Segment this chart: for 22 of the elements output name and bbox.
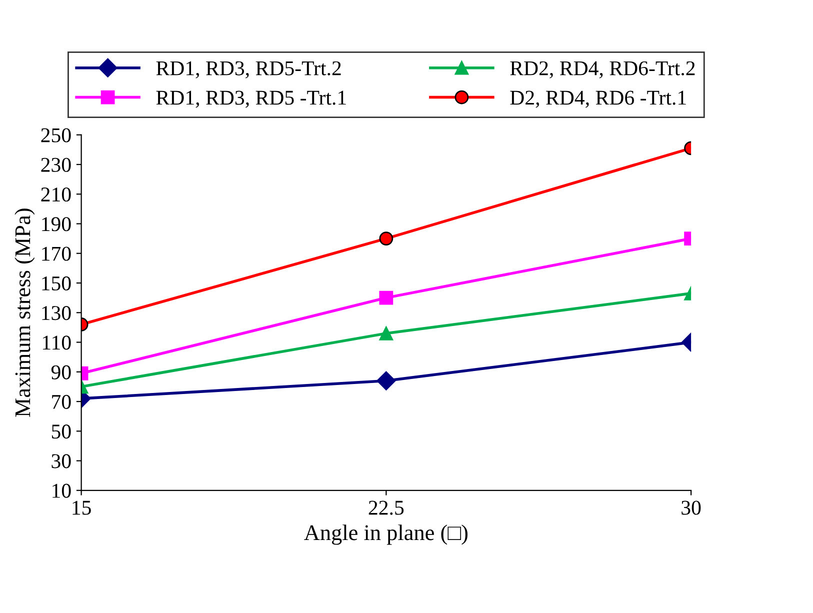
y-axis-title: Maximum stress (MPa) bbox=[14, 208, 35, 417]
y-tick-label: 150 bbox=[42, 276, 71, 290]
x-tick-label: 30 bbox=[682, 500, 701, 515]
legend-label: RD1, RD3, RD5 -Trt.1 bbox=[156, 90, 346, 108]
x-tick-label: 22.5 bbox=[368, 500, 404, 515]
legend-label: RD2, RD4, RD6-Trt.2 bbox=[510, 61, 695, 78]
y-tick-label: 230 bbox=[41, 158, 71, 172]
x-axis-title: Angle in plane (□) bbox=[304, 524, 468, 545]
y-tick-label: 250 bbox=[41, 128, 71, 142]
legend-label: RD1, RD3, RD5-Trt.2 bbox=[156, 61, 341, 78]
y-tick-label: 30 bbox=[52, 454, 71, 468]
x-tick-label: 15 bbox=[72, 500, 91, 515]
y-tick-label: 90 bbox=[51, 365, 71, 380]
y-tick-label: 190 bbox=[42, 217, 71, 232]
y-tick-label: 210 bbox=[41, 187, 71, 202]
y-tick-label: 110 bbox=[42, 336, 71, 350]
legend-label: D2, RD4, RD6 -Trt.1 bbox=[510, 90, 686, 108]
y-tick-label: 130 bbox=[42, 306, 71, 320]
y-tick-label: 10 bbox=[52, 484, 71, 498]
y-tick-label: 50 bbox=[52, 424, 71, 439]
y-tick-label: 70 bbox=[52, 394, 71, 409]
y-tick-label: 170 bbox=[42, 246, 71, 261]
